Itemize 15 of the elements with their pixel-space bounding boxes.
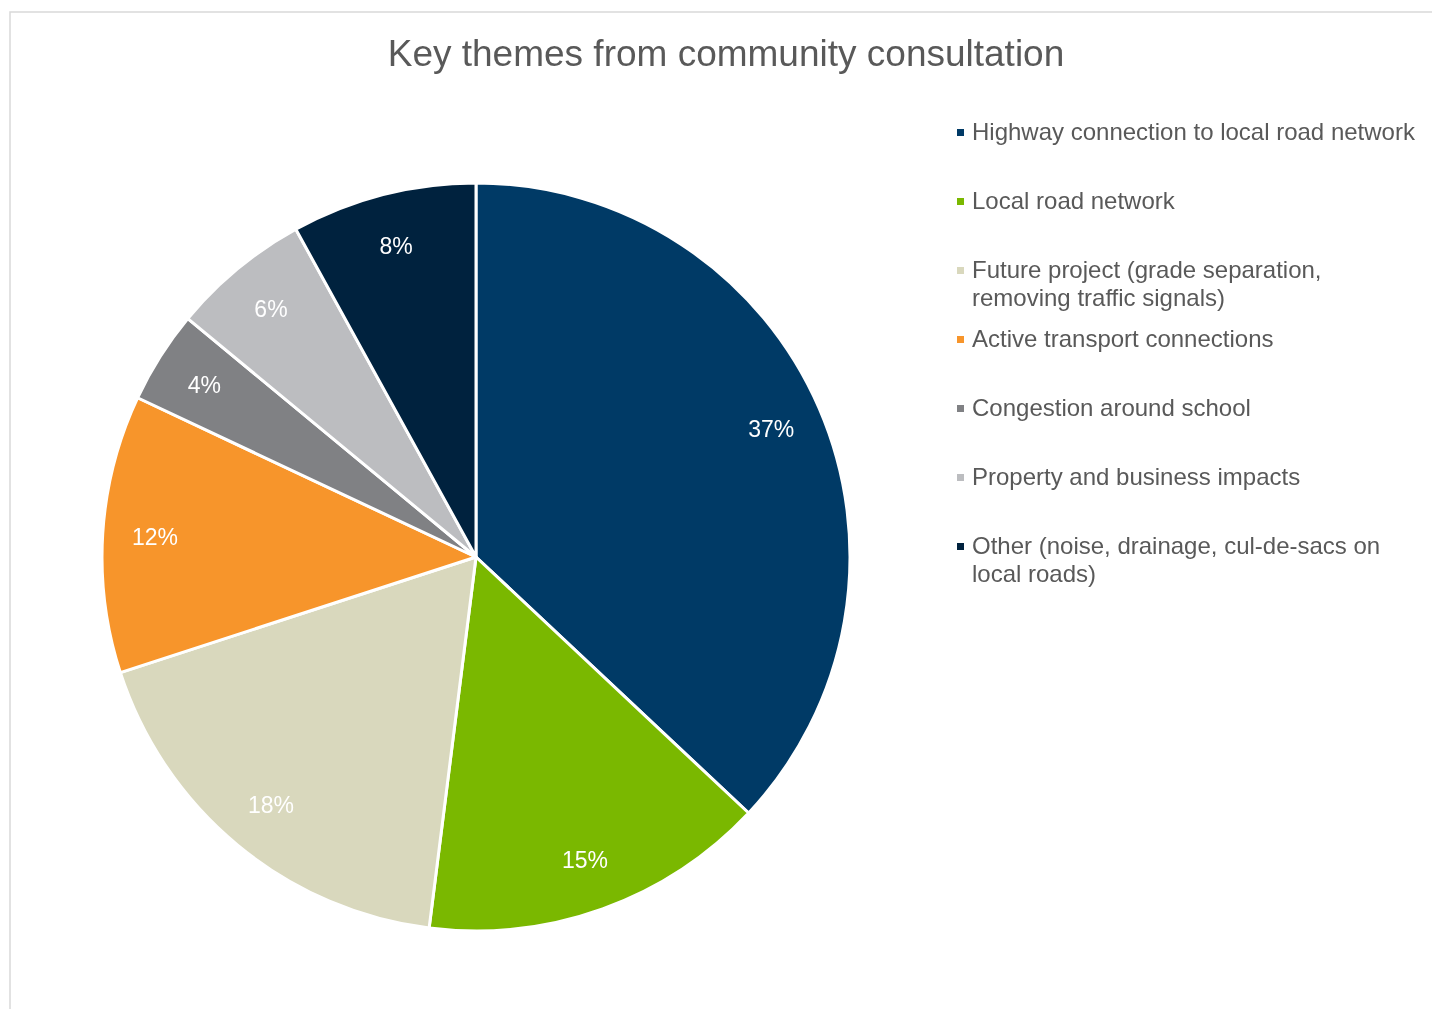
legend-label: Future project (grade separation, removing traffic signals)	[972, 256, 1322, 311]
data-label: 15%	[561, 846, 608, 873]
data-label: 8%	[379, 232, 413, 259]
legend-label: Congestion around school	[972, 394, 1251, 421]
legend-label: Other (noise, drainage, cul-de-sacs on local roads)	[972, 532, 1381, 587]
chart-title: Key themes from community consultation	[387, 33, 1065, 74]
legend-label: Property and business impacts	[972, 463, 1301, 490]
data-label: 4%	[187, 371, 222, 398]
data-label: 18%	[247, 791, 294, 818]
data-label: 12%	[131, 523, 179, 550]
data-label: 37%	[748, 416, 795, 443]
data-label: 6%	[254, 296, 288, 323]
legend-label: Local road network	[972, 187, 1176, 214]
legend-label: Active transport connections	[972, 325, 1274, 352]
legend-label: Highway connection to local road network	[972, 118, 1416, 145]
